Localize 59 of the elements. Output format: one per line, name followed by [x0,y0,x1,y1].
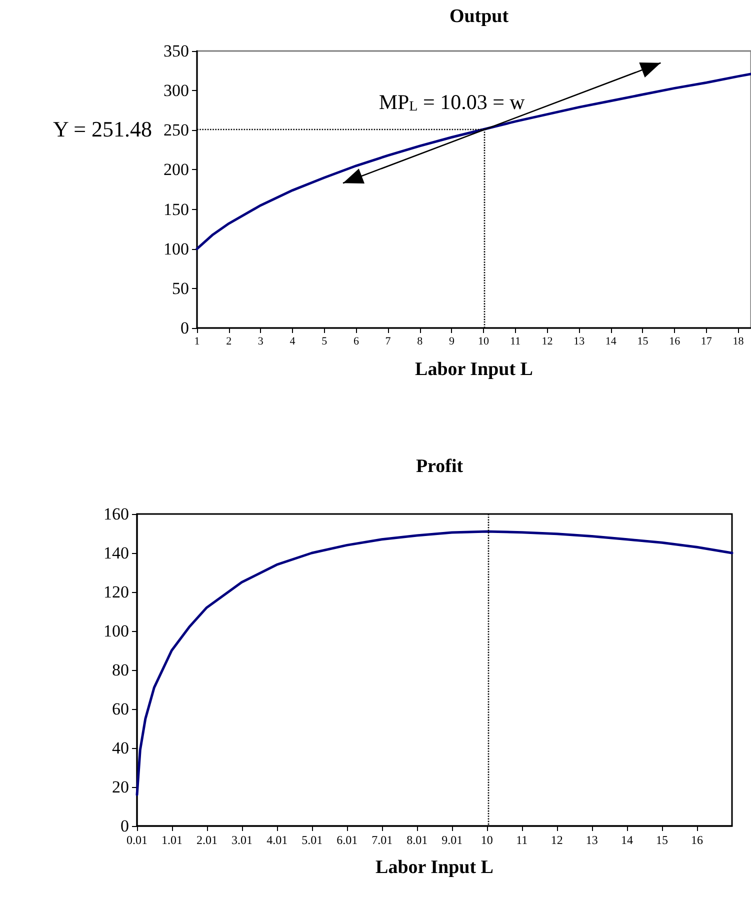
x-tick-label: 12 [542,336,553,348]
y-tick-label: 350 [164,42,189,60]
x-tick-label: 1.01 [162,833,183,847]
x-tick-label: 13 [574,336,586,348]
x-tick-label: 17 [700,336,712,348]
x-tick-label: 15 [656,833,668,847]
x-tick-label: 0.01 [126,833,148,847]
x-tick-label: 5 [322,336,328,348]
x-tick-label: 4 [290,336,296,348]
x-tick-label: 11 [516,833,528,847]
x-tick-label: 9 [448,336,455,348]
y-tick-label: 140 [104,544,129,562]
y-tick-label: 300 [164,81,189,100]
y-tick-label: 40 [112,738,129,758]
x-tick-label: 15 [637,336,649,348]
x-tick-label: 18 [732,336,744,348]
x-axis-title: Labor Input L [376,857,494,878]
x-tick-label: 1 [194,336,200,348]
annotation: MPL = 10.03 = w [378,90,526,114]
x-tick-label: 6.01 [336,833,358,847]
x-tick-label: 3 [258,336,264,348]
x-tick-label: 2 [226,336,232,348]
y-tick-label: 250 [164,120,189,140]
x-tick-label: 7 [385,336,392,348]
x-tick-label: 6 [353,336,360,348]
x-tick-label: 5.01 [302,833,323,847]
x-tick-label: 10 [478,336,490,348]
y-tick-label: 200 [164,160,189,180]
y-tick-label: 60 [112,700,129,718]
chart-title: Output [449,6,510,27]
x-tick-label: 8.01 [406,833,428,847]
x-tick-label: 12 [550,833,563,847]
line-series [136,530,734,796]
chart-title: Profit [416,456,464,477]
ref-line-label: Y = 251.48 [53,116,152,142]
x-tick-label: 4.01 [266,833,288,847]
x-axis-title: Labor Input L [415,359,533,380]
y-tick-label: 80 [112,660,129,680]
x-tick-label: 14 [620,833,633,847]
x-tick-label: 11 [510,336,521,348]
y-tick-label: 0 [120,816,129,836]
x-tick-label: 10 [480,833,493,847]
y-tick-label: 160 [104,504,129,524]
x-tick-label: 2.01 [196,833,218,847]
y-tick-label: 20 [112,778,129,796]
x-tick-label: 16 [690,833,703,847]
x-tick-label: 7.01 [372,833,393,847]
x-tick-label: 8 [417,336,424,348]
y-tick-label: 0 [180,318,189,338]
y-tick-label: 50 [172,278,189,298]
x-tick-label: 14 [605,336,617,348]
x-tick-label: 16 [669,336,681,348]
y-tick-label: 100 [164,239,189,258]
y-tick-label: 120 [104,582,129,602]
y-tick-label: 150 [164,200,189,219]
x-tick-label: 3.01 [232,833,253,847]
y-tick-label: 100 [104,622,129,640]
x-tick-label: 13 [586,833,598,847]
x-tick-label: 9.01 [442,833,463,847]
